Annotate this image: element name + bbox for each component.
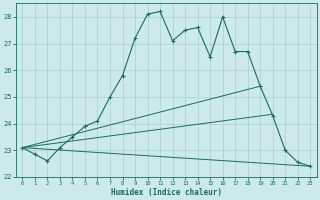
X-axis label: Humidex (Indice chaleur): Humidex (Indice chaleur) [111,188,222,197]
